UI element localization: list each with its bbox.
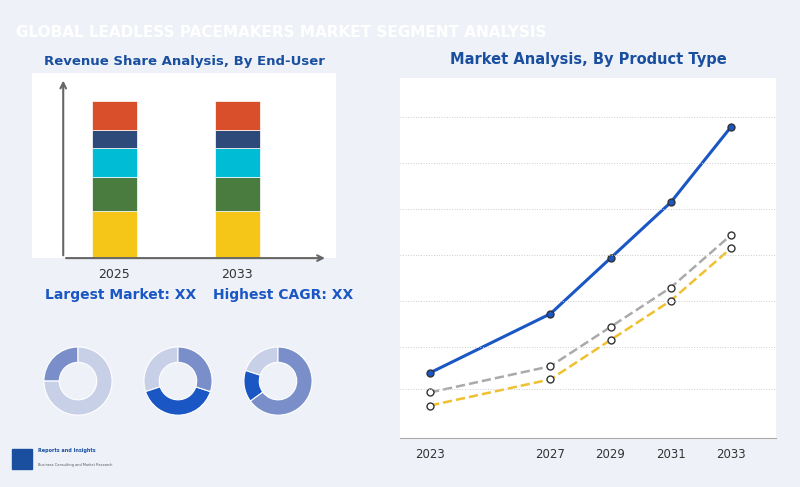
Title: Revenue Share Analysis, By End-User: Revenue Share Analysis, By End-User xyxy=(43,55,325,68)
Text: Business Consulting and Market Research: Business Consulting and Market Research xyxy=(38,464,113,468)
Wedge shape xyxy=(244,371,263,401)
Wedge shape xyxy=(246,347,278,375)
Wedge shape xyxy=(144,347,178,392)
Bar xyxy=(91,211,137,258)
Bar xyxy=(215,149,260,177)
Wedge shape xyxy=(178,347,212,392)
Title: Market Analysis, By Product Type: Market Analysis, By Product Type xyxy=(450,52,726,67)
Bar xyxy=(215,101,260,130)
Text: Largest Market: XX: Largest Market: XX xyxy=(46,288,197,301)
Bar xyxy=(215,211,260,258)
Bar xyxy=(12,449,32,469)
Wedge shape xyxy=(146,387,210,415)
Text: Reports and Insights: Reports and Insights xyxy=(38,448,96,453)
Bar xyxy=(215,177,260,211)
Text: Highest CAGR: XX: Highest CAGR: XX xyxy=(214,288,354,301)
Bar xyxy=(91,149,137,177)
Text: GLOBAL LEADLESS PACEMAKERS MARKET SEGMENT ANALYSIS: GLOBAL LEADLESS PACEMAKERS MARKET SEGMEN… xyxy=(16,25,546,39)
Wedge shape xyxy=(44,347,112,415)
Bar xyxy=(91,177,137,211)
Wedge shape xyxy=(250,347,312,415)
Bar xyxy=(91,130,137,149)
Bar xyxy=(215,130,260,149)
Wedge shape xyxy=(44,347,78,381)
Bar xyxy=(91,101,137,130)
